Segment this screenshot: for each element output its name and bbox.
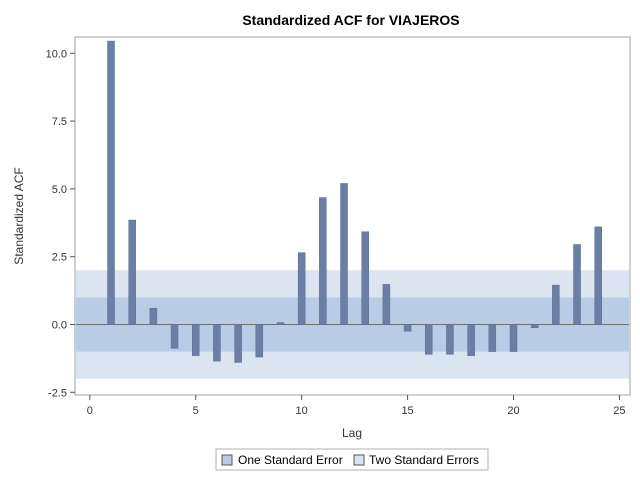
acf-bar-lag-18: [467, 324, 475, 356]
x-tick-label: 0: [87, 405, 93, 417]
acf-bar-lag-1: [107, 40, 115, 325]
y-tick-label: 5.0: [52, 184, 67, 196]
y-tick-label: 10.0: [46, 48, 67, 60]
acf-bar-lag-14: [382, 284, 391, 325]
acf-bar-lag-15: [403, 324, 412, 332]
x-axis-label: Lag: [342, 426, 362, 440]
acf-bar-lag-3: [149, 307, 158, 325]
x-tick-label: 25: [613, 405, 625, 417]
acf-bar-lag-2: [128, 219, 136, 325]
acf-bar-lag-17: [446, 324, 454, 355]
chart-title: Standardized ACF for VIAJEROS: [242, 12, 459, 28]
x-axis: 0 5 10 15 20 25: [87, 395, 626, 417]
y-tick-label: 7.5: [52, 116, 67, 128]
acf-bar-lag-24: [594, 226, 602, 325]
legend-frame: [215, 448, 489, 471]
x-tick-label: 20: [507, 405, 519, 417]
acf-bar-lag-11: [319, 197, 327, 325]
y-tick-label: 0.0: [52, 319, 67, 331]
legend-label-two-standard-errors: Two Standard Errors: [369, 453, 479, 467]
acf-bar-lag-10: [297, 252, 306, 325]
y-axis: -2.5 0.0 2.5 5.0 7.5 10.0: [46, 48, 75, 399]
x-tick-label: 10: [296, 405, 308, 417]
plot-area: [74, 36, 631, 396]
acf-bar-lag-12: [340, 183, 348, 325]
x-tick-label: 5: [193, 405, 199, 417]
acf-bar-lag-8: [255, 324, 264, 358]
y-tick-label: 2.5: [52, 252, 67, 264]
acf-bar-lag-23: [573, 244, 581, 325]
y-axis-label: Standardized ACF: [12, 167, 26, 264]
acf-bar-lag-20: [509, 324, 518, 352]
legend: One Standard Error Two Standard Errors: [215, 448, 489, 471]
plot-frame-border: [74, 36, 631, 396]
y-tick-label: -2.5: [48, 387, 67, 399]
x-tick-label: 15: [401, 405, 413, 417]
acf-bar-lag-9: [276, 322, 285, 325]
legend-swatch-one-standard-error: [221, 454, 233, 466]
acf-bar-lag-7: [234, 324, 242, 363]
acf-bar-lag-16: [425, 324, 433, 355]
legend-label-one-standard-error: One Standard Error: [238, 453, 343, 467]
acf-bar-lag-5: [191, 324, 200, 356]
acf-bar-lag-22: [552, 284, 560, 325]
acf-bar-lag-6: [213, 324, 221, 362]
acf-bars: [107, 40, 602, 363]
acf-bar-lag-4: [170, 324, 179, 349]
legend-swatch-two-standard-errors: [353, 454, 365, 466]
acf-bar-lag-21: [530, 324, 539, 328]
acf-bar-lag-19: [488, 324, 497, 352]
acf-bar-lag-13: [361, 231, 369, 325]
